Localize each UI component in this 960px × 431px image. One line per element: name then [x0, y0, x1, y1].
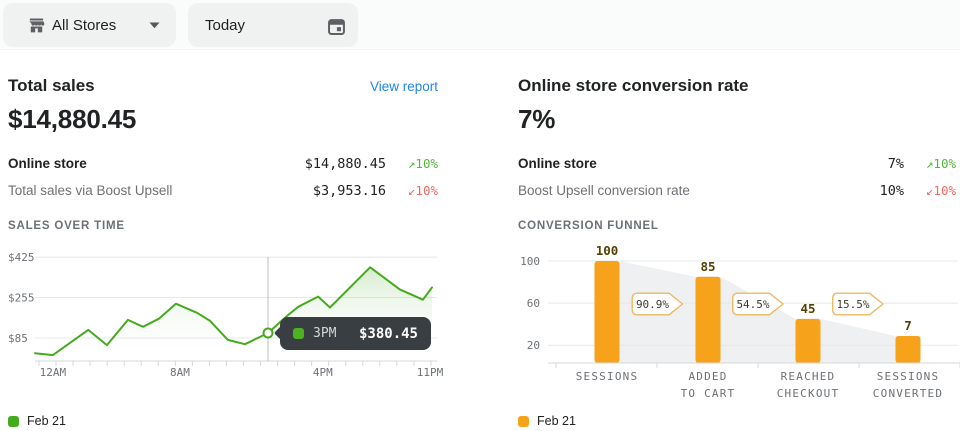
- sales-legend: Feb 21: [8, 414, 66, 428]
- svg-text:12AM: 12AM: [40, 366, 67, 379]
- svg-text:20: 20: [527, 339, 540, 352]
- chevron-down-icon: [149, 22, 160, 29]
- total-sales-breakdown: Online store $14,880.45 ↗10% Total sales…: [8, 150, 438, 204]
- change-badge-down: ↙10%: [407, 183, 438, 198]
- svg-text:85: 85: [700, 259, 715, 274]
- sales-over-time-title: SALES OVER TIME: [8, 220, 125, 232]
- conversion-rate-card: Online store conversion rate 7% Online s…: [518, 70, 960, 431]
- date-filter-button[interactable]: Today: [188, 3, 358, 47]
- svg-text:TO CART: TO CART: [681, 387, 736, 400]
- total-sales-title: Total sales: [8, 76, 95, 95]
- funnel-legend: Feb 21: [518, 414, 576, 428]
- total-sales-card: Total sales View report $14,880.45 Onlin…: [8, 70, 444, 431]
- calendar-icon: [326, 16, 347, 37]
- legend-label: Feb 21: [537, 414, 576, 428]
- store-filter-label: All Stores: [52, 16, 117, 34]
- change-badge-down: ↙10%: [925, 183, 956, 198]
- svg-text:60: 60: [527, 297, 540, 310]
- conversion-value: 7%: [518, 104, 556, 134]
- svg-text:$425: $425: [8, 251, 35, 264]
- svg-text:100: 100: [520, 255, 540, 268]
- tooltip-time: 3PM: [313, 326, 337, 341]
- svg-text:REACHED: REACHED: [781, 370, 836, 383]
- svg-text:ADDED: ADDED: [688, 370, 727, 383]
- chart-tooltip: 3PM $380.45: [280, 317, 431, 350]
- svg-text:CONVERTED: CONVERTED: [873, 387, 943, 400]
- conversion-title: Online store conversion rate: [518, 76, 749, 95]
- svg-text:4PM: 4PM: [313, 366, 333, 379]
- svg-text:7: 7: [904, 318, 912, 333]
- svg-text:SESSIONS: SESSIONS: [877, 370, 940, 383]
- change-badge-up: ↗10%: [407, 156, 438, 171]
- tooltip-value: $380.45: [358, 325, 418, 342]
- conversion-funnel-chart[interactable]: 100 60 20 100 85 45 7 SESSIONS ADDED TO CART REACH…: [518, 243, 960, 403]
- svg-text:$85: $85: [8, 332, 28, 345]
- svg-text:54.5%: 54.5%: [736, 298, 769, 311]
- legend-swatch-orange: [518, 415, 529, 427]
- conversion-funnel-title: CONVERSION FUNNEL: [518, 220, 659, 232]
- filters-bar: All Stores Today: [0, 0, 960, 50]
- change-badge-up: ↗10%: [925, 156, 956, 171]
- store-filter-button[interactable]: All Stores: [3, 3, 176, 47]
- svg-text:15.5%: 15.5%: [836, 298, 869, 311]
- svg-text:11PM: 11PM: [417, 366, 444, 379]
- svg-text:8AM: 8AM: [170, 366, 190, 379]
- svg-text:90.9%: 90.9%: [636, 298, 669, 311]
- breakdown-row-boost-upsell: Total sales via Boost Upsell $3,953.16 ↙…: [8, 182, 438, 199]
- breakdown-row-boost-upsell: Boost Upsell conversion rate 10% ↙10%: [518, 182, 956, 199]
- store-icon: [27, 16, 46, 35]
- svg-text:45: 45: [800, 301, 815, 316]
- breakdown-row-online-store: Online store $14,880.45 ↗10%: [8, 155, 438, 172]
- svg-text:$255: $255: [8, 292, 35, 305]
- legend-swatch-green: [8, 415, 19, 427]
- total-sales-value: $14,880.45: [8, 104, 137, 134]
- breakdown-row-online-store: Online store 7% ↗10%: [518, 155, 956, 172]
- date-filter-label: Today: [205, 16, 246, 34]
- funnel-bar-chart-svg: 100 60 20 100 85 45 7 SESSIONS ADDED TO CART REACH…: [520, 243, 960, 400]
- tooltip-series-swatch: [293, 328, 304, 339]
- svg-text:100: 100: [596, 243, 619, 258]
- conversion-breakdown: Online store 7% ↗10% Boost Upsell conver…: [518, 150, 956, 204]
- svg-text:CHECKOUT: CHECKOUT: [777, 387, 840, 400]
- svg-text:SESSIONS: SESSIONS: [576, 370, 639, 383]
- view-report-link[interactable]: View report: [369, 79, 438, 94]
- legend-label: Feb 21: [27, 414, 66, 428]
